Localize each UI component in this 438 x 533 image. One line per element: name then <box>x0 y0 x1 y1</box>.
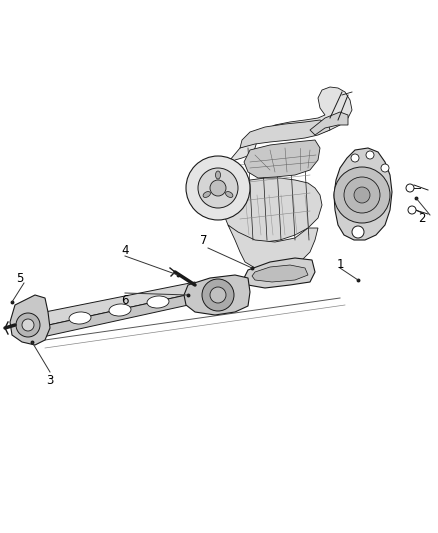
Circle shape <box>406 184 414 192</box>
Polygon shape <box>244 258 315 288</box>
Ellipse shape <box>109 304 131 316</box>
Circle shape <box>366 151 374 159</box>
Circle shape <box>202 279 234 311</box>
Polygon shape <box>310 112 348 135</box>
Circle shape <box>344 177 380 213</box>
Circle shape <box>408 206 416 214</box>
Ellipse shape <box>215 171 220 179</box>
Ellipse shape <box>147 296 169 308</box>
Polygon shape <box>244 140 320 178</box>
Polygon shape <box>220 178 322 242</box>
Polygon shape <box>30 282 200 328</box>
Ellipse shape <box>69 312 91 324</box>
Polygon shape <box>220 87 352 195</box>
Circle shape <box>381 164 389 172</box>
Circle shape <box>210 180 226 196</box>
Text: 7: 7 <box>200 233 208 246</box>
Circle shape <box>354 187 370 203</box>
Circle shape <box>198 168 238 208</box>
Circle shape <box>334 167 390 223</box>
Polygon shape <box>35 292 202 338</box>
Polygon shape <box>240 120 330 148</box>
Polygon shape <box>184 275 250 315</box>
Polygon shape <box>10 295 50 345</box>
Circle shape <box>186 156 250 220</box>
Circle shape <box>210 287 226 303</box>
Polygon shape <box>228 225 318 270</box>
Circle shape <box>16 313 40 337</box>
Ellipse shape <box>226 191 233 197</box>
Ellipse shape <box>203 191 210 197</box>
Text: 2: 2 <box>418 212 426 224</box>
Text: 6: 6 <box>121 294 129 306</box>
Polygon shape <box>334 148 392 240</box>
Text: 3: 3 <box>46 374 54 386</box>
Circle shape <box>352 226 364 238</box>
Text: 1: 1 <box>336 259 344 271</box>
Circle shape <box>22 319 34 331</box>
Circle shape <box>351 154 359 162</box>
Polygon shape <box>252 265 308 282</box>
Text: 5: 5 <box>16 271 24 285</box>
Text: 4: 4 <box>121 244 129 256</box>
